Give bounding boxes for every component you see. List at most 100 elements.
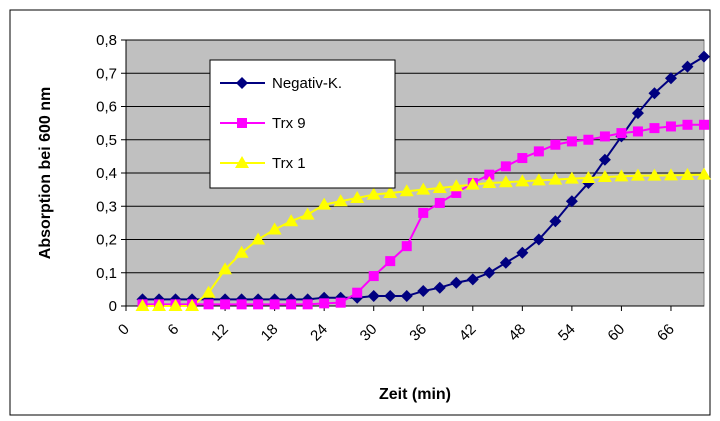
data-point bbox=[269, 299, 280, 310]
legend-label: Trx 1 bbox=[272, 155, 306, 172]
data-point bbox=[383, 185, 398, 198]
data-point bbox=[616, 128, 627, 139]
data-point bbox=[385, 256, 396, 267]
data-point bbox=[352, 287, 363, 298]
data-point bbox=[333, 194, 348, 207]
legend-items: Negativ-K. Trx 9 Trx 1 bbox=[220, 75, 342, 172]
legend-marker bbox=[237, 118, 247, 128]
data-point bbox=[483, 266, 496, 279]
data-point bbox=[317, 197, 332, 210]
data-point bbox=[548, 172, 563, 185]
x-axis-title: Zeit (min) bbox=[379, 386, 451, 403]
legend-label: Trx 9 bbox=[272, 115, 306, 132]
data-point bbox=[498, 175, 513, 188]
data-point bbox=[218, 262, 233, 275]
data-point bbox=[284, 214, 299, 227]
data-point bbox=[697, 167, 711, 180]
data-point bbox=[465, 177, 480, 190]
data-point bbox=[366, 187, 381, 200]
data-point bbox=[515, 174, 530, 187]
data-point bbox=[681, 60, 694, 73]
data-point bbox=[682, 119, 693, 130]
data-point bbox=[564, 171, 579, 184]
data-point bbox=[500, 161, 511, 172]
data-point bbox=[434, 197, 445, 208]
data-point bbox=[648, 87, 661, 100]
y-tick-label: 0,4 bbox=[96, 165, 117, 182]
data-point bbox=[698, 50, 710, 63]
y-tick-label: 0,1 bbox=[96, 265, 117, 282]
y-tick-label: 0 bbox=[109, 298, 117, 315]
data-point bbox=[516, 246, 529, 259]
data-point bbox=[368, 271, 379, 282]
data-point bbox=[598, 153, 611, 166]
data-point bbox=[451, 187, 462, 198]
data-point bbox=[532, 233, 545, 246]
data-point bbox=[583, 134, 594, 145]
data-point bbox=[599, 131, 610, 142]
data-point bbox=[699, 119, 709, 130]
y-tick-label: 0,6 bbox=[96, 99, 117, 116]
data-point bbox=[350, 190, 365, 203]
data-point bbox=[565, 195, 578, 208]
data-point bbox=[335, 297, 346, 308]
data-point bbox=[152, 299, 167, 311]
data-point bbox=[484, 169, 495, 180]
data-point bbox=[267, 222, 282, 235]
data-point bbox=[185, 299, 200, 311]
data-point bbox=[251, 232, 266, 245]
data-point bbox=[664, 72, 677, 85]
data-point bbox=[466, 273, 479, 286]
y-tick-label: 0,2 bbox=[96, 232, 117, 249]
data-point bbox=[449, 179, 464, 192]
y-tick-labels: 0 0,1 0,2 0,3 0,4 0,5 0,6 0,7 0,8 bbox=[96, 32, 126, 315]
data-point bbox=[499, 256, 512, 269]
data-point bbox=[253, 299, 264, 310]
series-markers bbox=[135, 50, 711, 311]
data-point bbox=[203, 299, 214, 310]
data-point bbox=[632, 126, 643, 137]
data-point bbox=[531, 173, 546, 186]
y-axis-title: Absorption bei 600 nm bbox=[37, 87, 54, 259]
data-point bbox=[549, 215, 562, 228]
data-point bbox=[680, 167, 695, 180]
data-point bbox=[597, 169, 612, 182]
y-tick-label: 0,7 bbox=[96, 65, 117, 82]
legend-marker bbox=[235, 156, 249, 168]
data-point bbox=[300, 207, 315, 220]
legend: Negativ-K. Trx 9 Trx 1 bbox=[209, 59, 396, 189]
data-point bbox=[401, 241, 412, 252]
data-point bbox=[168, 299, 183, 311]
data-point bbox=[432, 180, 447, 193]
legend-marker bbox=[236, 77, 248, 89]
data-point bbox=[482, 175, 497, 188]
data-point bbox=[220, 299, 231, 310]
data-point bbox=[433, 281, 446, 294]
data-point bbox=[631, 107, 644, 120]
data-point bbox=[417, 285, 430, 298]
data-point bbox=[581, 170, 596, 183]
data-point bbox=[384, 290, 397, 303]
data-point bbox=[416, 182, 431, 195]
data-point bbox=[400, 290, 413, 303]
legend-label: Negativ-K. bbox=[272, 75, 342, 92]
data-point bbox=[234, 245, 249, 258]
data-point bbox=[566, 136, 577, 147]
data-point bbox=[236, 299, 247, 310]
data-point bbox=[550, 139, 561, 150]
data-point bbox=[319, 298, 330, 309]
y-tick-label: 0,5 bbox=[96, 132, 117, 149]
data-point bbox=[614, 169, 629, 182]
data-point bbox=[367, 290, 380, 303]
data-point bbox=[399, 184, 414, 197]
data-point bbox=[630, 168, 645, 181]
y-tick-label: 0,3 bbox=[96, 198, 117, 215]
y-tick-label: 0,8 bbox=[96, 32, 117, 49]
data-point bbox=[663, 168, 678, 181]
data-point bbox=[517, 153, 528, 164]
data-point bbox=[286, 299, 297, 310]
data-point bbox=[201, 285, 216, 298]
data-point bbox=[665, 121, 676, 132]
data-point bbox=[649, 123, 660, 134]
